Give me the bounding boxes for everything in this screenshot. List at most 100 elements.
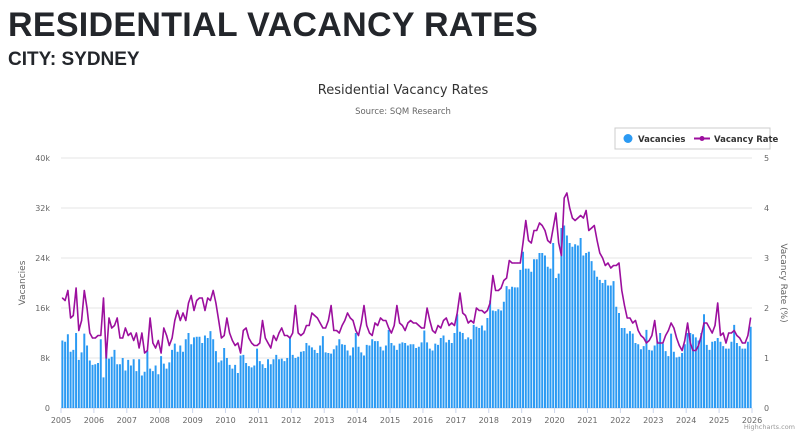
vacancy-rate-point[interactable] [335,329,338,332]
vacancy-rate-point[interactable] [697,344,700,347]
vacancy-rate-point[interactable] [706,322,708,324]
vacancy-rate-point[interactable] [700,334,702,337]
vacancies-bar[interactable] [618,313,620,408]
vacancies-bar[interactable] [242,354,245,408]
vacancies-bar[interactable] [585,253,588,408]
vacancies-bar[interactable] [609,285,612,409]
vacancy-rate-point[interactable] [390,332,393,334]
vacancy-rate-point[interactable] [157,339,159,342]
vacancy-rate-point[interactable] [270,347,272,349]
vacancies-bar[interactable] [376,341,379,408]
vacancy-rate-point[interactable] [525,219,527,222]
vacancies-bar[interactable] [631,333,634,408]
vacancies-bar[interactable] [118,364,121,408]
vacancy-rate-point[interactable] [410,319,412,322]
vacancy-rate-point[interactable] [89,332,91,334]
vacancies-bar[interactable] [593,270,596,409]
vacancies-bar[interactable] [382,350,385,409]
vacancies-bar[interactable] [360,352,363,408]
vacancy-rate-point[interactable] [264,337,266,339]
vacancy-rate-point[interactable] [412,322,414,324]
vacancies-bar[interactable] [384,345,387,409]
vacancies-bar[interactable] [541,253,544,408]
vacancies-bar[interactable] [253,365,256,409]
vacancies-bar[interactable] [686,333,689,408]
vacancies-bar[interactable] [269,364,272,408]
vacancies-bar[interactable] [83,333,86,408]
vacancy-rate-point[interactable] [489,302,491,304]
vacancies-bar[interactable] [480,325,483,409]
vacancy-rate-point[interactable] [511,262,513,264]
vacancy-rate-point[interactable] [508,259,510,262]
vacancy-rate-point[interactable] [286,334,288,337]
vacancy-rate-point[interactable] [736,334,738,337]
vacancies-bar[interactable] [607,285,610,409]
vacancy-rate-point[interactable] [160,352,162,354]
vacancy-rate-point[interactable] [442,319,445,322]
vacancy-rate-point[interactable] [522,242,524,244]
vacancy-rate-point[interactable] [492,274,494,277]
vacancy-rate-point[interactable] [632,322,634,324]
vacancies-bar[interactable] [294,358,297,408]
vacancies-bar[interactable] [590,261,593,408]
vacancies-bar[interactable] [272,359,275,408]
vacancies-bar[interactable] [146,351,149,408]
vacancies-bar[interactable] [398,343,401,408]
vacancies-bar[interactable] [634,343,637,408]
vacancy-rate-point[interactable] [201,297,203,299]
vacancy-rate-point[interactable] [626,317,628,319]
vacancies-bar[interactable] [154,365,157,409]
vacancy-rate-point[interactable] [163,327,165,329]
vacancies-bar[interactable] [661,343,664,408]
vacancies-bar[interactable] [461,333,464,408]
vacancy-rate-point[interactable] [404,329,406,332]
vacancy-rate-point[interactable] [621,289,623,292]
vacancy-rate-point[interactable] [316,317,318,319]
vacancies-bar[interactable] [231,368,234,408]
vacancies-bar[interactable] [711,341,714,408]
vacancy-rate-point[interactable] [229,332,231,334]
vacancies-bar[interactable] [716,338,719,408]
vacancies-bar[interactable] [494,311,497,408]
vacancies-bar[interactable] [72,349,75,408]
vacancy-rate-point[interactable] [382,319,384,322]
vacancies-bar[interactable] [735,343,738,408]
vacancies-bar[interactable] [110,356,113,408]
vacancy-rate-point[interactable] [692,349,694,352]
vacancy-rate-point[interactable] [300,334,302,337]
vacancy-rate-point[interactable] [629,317,631,319]
vacancies-bar[interactable] [678,356,681,408]
vacancy-rate-point[interactable] [495,289,497,292]
vacancies-bar[interactable] [343,344,346,408]
vacancy-rate-point[interactable] [593,224,595,227]
vacancies-bar[interactable] [692,334,695,408]
vacancy-rate-point[interactable] [708,327,711,329]
vacancies-bar[interactable] [406,345,409,409]
vacancies-bar[interactable] [338,339,341,408]
vacancies-bar[interactable] [297,356,300,408]
vacancies-bar[interactable] [703,314,706,408]
vacancy-rate-point[interactable] [67,289,69,292]
vacancies-bar[interactable] [576,245,579,409]
vacancy-rate-point[interactable] [165,334,168,337]
vacancies-bar[interactable] [560,228,563,408]
vacancies-bar[interactable] [105,350,108,409]
vacancy-rate-point[interactable] [399,322,401,324]
vacancies-bar[interactable] [563,225,566,409]
vacancy-rate-point[interactable] [108,317,110,319]
vacancies-bar[interactable] [557,273,560,408]
vacancy-rate-point[interactable] [730,332,733,334]
vacancy-rate-point[interactable] [703,322,705,324]
vacancies-bar[interactable] [102,377,105,408]
vacancies-bar[interactable] [513,287,516,408]
vacancies-bar[interactable] [61,340,64,409]
vacancies-bar[interactable] [472,324,475,408]
vacancy-rate-point[interactable] [695,349,697,352]
vacancies-bar[interactable] [201,343,204,408]
vacancies-bar[interactable] [173,343,176,408]
vacancy-rate-point[interactable] [601,257,604,259]
vacancies-bar[interactable] [637,344,640,408]
vacancies-bar[interactable] [648,349,651,408]
vacancy-rate-point[interactable] [97,334,99,337]
vacancies-bar[interactable] [489,300,492,409]
